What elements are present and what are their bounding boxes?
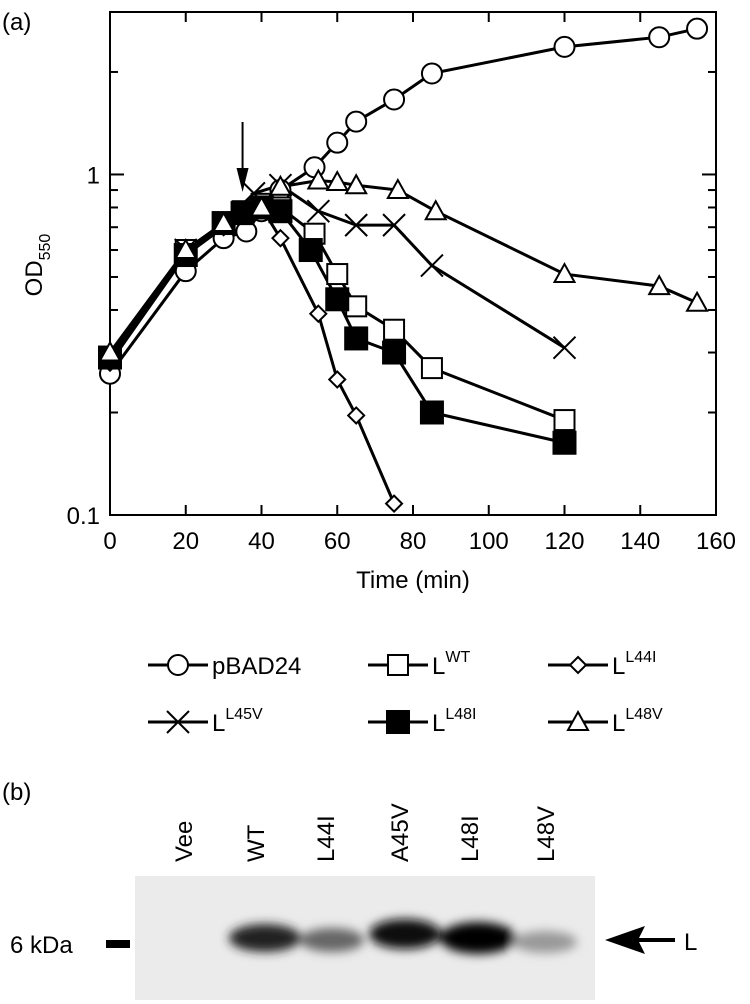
marker xyxy=(268,199,293,224)
x-tick-label: 0 xyxy=(103,528,116,555)
marker xyxy=(325,287,350,312)
marker xyxy=(648,26,671,49)
legend-label: LL45V xyxy=(212,706,263,737)
x-tick-label: 80 xyxy=(400,528,427,555)
lane-label: A45V xyxy=(387,803,414,862)
marker xyxy=(387,654,409,676)
marker xyxy=(686,17,709,40)
marker xyxy=(306,168,331,190)
marker xyxy=(308,304,328,324)
legend-label: LL48V xyxy=(612,706,663,737)
marker xyxy=(174,237,198,260)
marker xyxy=(306,199,331,223)
panel-label: (b) xyxy=(2,779,31,806)
marker xyxy=(271,228,290,248)
marker xyxy=(553,35,576,58)
marker xyxy=(568,655,588,675)
marker xyxy=(327,370,347,389)
marker xyxy=(419,400,444,425)
x-axis-label: Time (min) xyxy=(356,567,470,594)
marker xyxy=(344,213,368,237)
series-line xyxy=(108,205,396,505)
legend-label-main: pBAD24 xyxy=(212,653,301,680)
x-tick-label: 20 xyxy=(172,528,199,555)
lane-label: L48V xyxy=(533,806,560,862)
x-tick-label: 160 xyxy=(696,528,736,555)
lane-label: L44I xyxy=(313,815,340,862)
band-arrowhead xyxy=(605,926,645,954)
legend-label: LL44I xyxy=(612,649,657,680)
marker xyxy=(167,654,189,676)
marker xyxy=(420,253,444,278)
marker xyxy=(345,110,368,133)
x-tick-label: 100 xyxy=(469,528,509,555)
marker-tick xyxy=(106,940,130,948)
x-tick-label: 60 xyxy=(324,528,351,555)
legend-label-main: L xyxy=(612,710,625,737)
marker xyxy=(420,357,443,380)
panel-label: (a) xyxy=(2,9,31,36)
legend-label-sup: L48I xyxy=(445,706,476,723)
marker xyxy=(383,88,406,111)
legend-label-main: L xyxy=(212,710,225,737)
band-label: L xyxy=(684,929,697,956)
marker xyxy=(552,261,577,284)
marker xyxy=(344,173,368,195)
lane-label: Vee xyxy=(171,821,198,862)
marker xyxy=(384,494,404,514)
marker xyxy=(298,238,323,263)
x-tick-label: 140 xyxy=(620,528,660,555)
legend-label-sup: L48V xyxy=(625,706,663,723)
marker xyxy=(386,710,410,734)
legend-label-sup: WT xyxy=(445,649,470,666)
marker xyxy=(98,340,122,362)
marker xyxy=(566,709,590,731)
marker xyxy=(383,318,406,341)
marker xyxy=(382,213,406,237)
legend-label-sup: L45V xyxy=(225,706,263,723)
legend-label-main: L xyxy=(432,710,445,737)
marker xyxy=(344,326,369,351)
marker xyxy=(386,177,410,200)
marker xyxy=(268,174,293,196)
annotation-arrowhead xyxy=(236,168,249,192)
marker xyxy=(326,263,349,286)
marker xyxy=(552,430,577,455)
marker xyxy=(249,195,274,217)
marker xyxy=(166,710,190,734)
legend-label-main: L xyxy=(612,653,625,680)
marker-label: 6 kDa xyxy=(10,932,73,959)
legend-label-main: L xyxy=(432,653,445,680)
legend-label: LWT xyxy=(432,649,470,680)
lane-label: L48I xyxy=(457,815,484,862)
x-tick-label: 120 xyxy=(544,528,584,555)
marker xyxy=(685,290,709,312)
legend-label: LL48I xyxy=(432,706,477,737)
marker xyxy=(382,340,407,365)
y-axis-label-main: OD xyxy=(21,260,48,296)
marker xyxy=(552,335,577,360)
marker xyxy=(346,406,366,425)
marker xyxy=(326,131,349,154)
marker xyxy=(420,62,443,85)
y-axis-label: OD550 xyxy=(21,234,54,297)
blot-bands xyxy=(229,919,577,954)
legend-label-sup: L44I xyxy=(625,649,656,666)
legend-label: pBAD24 xyxy=(212,653,301,680)
marker xyxy=(211,210,236,233)
marker xyxy=(424,199,448,221)
marker xyxy=(553,409,576,432)
x-tick-label: 40 xyxy=(248,528,275,555)
y-tick-label: 1 xyxy=(87,162,100,189)
lane-label: WT xyxy=(243,824,270,862)
y-axis-label-sub: 550 xyxy=(37,234,54,261)
y-tick-label: 0.1 xyxy=(67,503,100,530)
marker xyxy=(325,169,349,192)
marker xyxy=(647,274,671,296)
